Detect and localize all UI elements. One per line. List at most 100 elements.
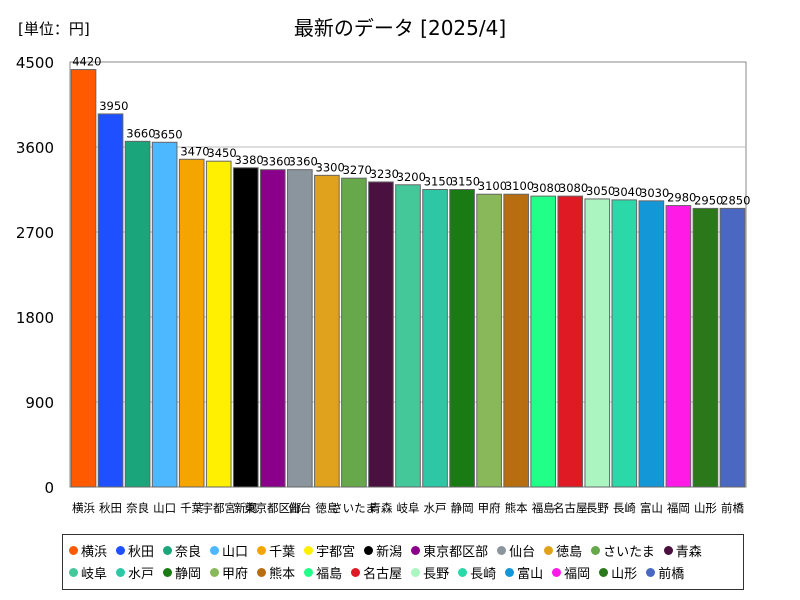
data-label: 3080 <box>559 181 588 195</box>
legend-label: 名古屋 <box>363 566 403 582</box>
legend-marker-icon <box>505 567 515 577</box>
legend-label: 熊本 <box>269 566 296 582</box>
x-tick-label: 奈良 <box>126 501 149 515</box>
bar-chart: 0 900 1800 2700 3600 4500 4420 横浜 3950 秋田 3660 奈良 36… <box>16 54 751 515</box>
legend-marker-icon <box>364 545 374 555</box>
data-label: 2850 <box>721 193 750 207</box>
y-tick-label: 4500 <box>16 54 54 72</box>
legend-label: 甲府 <box>222 566 249 582</box>
bar-名古屋 <box>557 195 584 488</box>
x-tick-label: 富山 <box>640 501 663 515</box>
data-label: 3150 <box>451 175 480 189</box>
legend-marker-icon <box>458 567 468 577</box>
data-label: 3040 <box>613 185 642 199</box>
legend-marker-icon <box>69 567 78 577</box>
legend-label: 福島 <box>316 566 343 582</box>
x-tick-label: 千葉 <box>180 501 203 515</box>
bar-甲府 <box>476 193 502 488</box>
bar-東京都区部 <box>259 169 286 488</box>
bar-奈良 <box>124 140 151 488</box>
x-tick-label: さいたま <box>331 501 377 515</box>
data-label: 3270 <box>343 163 372 177</box>
data-label: 2950 <box>694 193 723 207</box>
bar-福岡 <box>665 205 692 488</box>
x-tick-label: 前橋 <box>721 501 744 515</box>
legend-marker-icon <box>411 567 421 577</box>
bar-静岡 <box>449 189 475 488</box>
y-tick-label: 3600 <box>16 139 54 157</box>
legend-item: 奈良 <box>163 539 201 561</box>
legend-item: 富山 <box>505 561 543 583</box>
legend-item: 名古屋 <box>351 561 402 583</box>
bar-岐阜 <box>395 184 421 488</box>
legend-item: 前橋 <box>646 561 684 583</box>
legend-marker-icon <box>163 545 173 555</box>
legend-label: 徳島 <box>556 544 583 560</box>
x-tick-label: 新潟 <box>234 501 257 515</box>
legend-item: 水戸 <box>116 561 154 583</box>
legend-item: さいたま <box>591 539 655 561</box>
legend-label: 富山 <box>517 566 544 582</box>
x-tick-label: 福岡 <box>667 501 690 515</box>
legend-marker-icon <box>552 567 562 577</box>
data-label: 4420 <box>72 55 101 69</box>
legend-item: 秋田 <box>116 539 154 561</box>
data-label: 3380 <box>234 153 263 167</box>
legend-item: 熊本 <box>257 561 295 583</box>
data-label: 3650 <box>153 127 182 141</box>
y-tick-label: 2700 <box>16 224 54 242</box>
legend-label: 岐阜 <box>81 566 108 582</box>
bar-新潟 <box>232 167 259 488</box>
bar-前橋 <box>719 207 746 488</box>
unit-label: [単位：円] <box>18 20 90 38</box>
legend-item: 千葉 <box>257 539 295 561</box>
legend-item: 福島 <box>304 561 342 583</box>
data-label: 3230 <box>370 167 399 181</box>
legend-item: 宇都宮 <box>304 539 355 561</box>
x-tick-label: 山形 <box>694 501 717 515</box>
bar-秋田 <box>97 113 124 488</box>
legend-label: 宇都宮 <box>316 544 356 560</box>
x-tick-label: 静岡 <box>451 501 474 515</box>
legend-label: 千葉 <box>269 544 296 560</box>
legend-marker-icon <box>411 545 421 555</box>
data-label: 2980 <box>667 191 696 205</box>
bar-福島 <box>530 195 557 488</box>
bar-熊本 <box>503 193 529 488</box>
legend-marker-icon <box>591 545 601 555</box>
legend-label: 新潟 <box>376 544 403 560</box>
legend-label: 長崎 <box>470 566 497 582</box>
chart-title: 最新のデータ [2025/4] <box>293 16 507 40</box>
bar-長崎 <box>611 199 638 488</box>
bar-山口 <box>151 141 178 488</box>
legend-marker-icon <box>646 567 656 577</box>
legend-label: 奈良 <box>175 544 202 560</box>
legend-label: 静岡 <box>175 566 202 582</box>
legend-marker-icon <box>663 545 673 555</box>
bar-横浜 <box>70 69 97 488</box>
data-label: 3100 <box>478 179 507 193</box>
legend-marker-icon <box>210 545 220 555</box>
x-tick-label: 宇都宮 <box>201 501 236 515</box>
data-label: 3360 <box>289 155 318 169</box>
x-tick-label: 青森 <box>369 501 392 515</box>
bar-長野 <box>584 198 611 488</box>
legend-item: 長崎 <box>458 561 496 583</box>
data-label: 3360 <box>261 155 290 169</box>
x-tick-label: 仙台 <box>288 501 311 515</box>
legend-item: 仙台 <box>497 539 535 561</box>
legend-item: 横浜 <box>69 539 107 561</box>
legend-item: 甲府 <box>210 561 248 583</box>
x-tick-label: 山口 <box>153 501 176 515</box>
legend-marker-icon <box>599 567 609 577</box>
data-label: 3200 <box>397 170 426 184</box>
x-tick-label: 横浜 <box>72 501 95 515</box>
legend-marker-icon <box>116 545 126 555</box>
legend-item: 長野 <box>411 561 449 583</box>
legend-marker-icon <box>163 567 173 577</box>
y-tick-label: 0 <box>44 479 54 497</box>
data-label: 3300 <box>316 160 345 174</box>
legend-label: 青森 <box>675 544 702 560</box>
legend-label: 秋田 <box>128 544 155 560</box>
legend-item: 福岡 <box>552 561 590 583</box>
